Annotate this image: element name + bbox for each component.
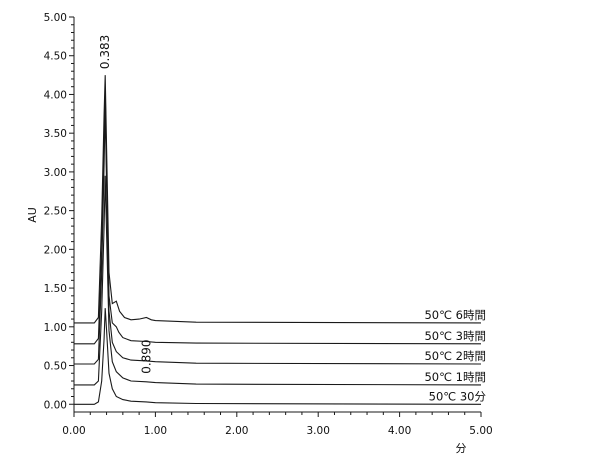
y-tick-label: 3.50 (44, 128, 67, 140)
axis-ticks: 0.00 0.50 1.00 1.50 2.00 2.50 3.00 3.50 4.00 4.50… (44, 12, 493, 437)
series-label: 50℃ 6時間 (424, 308, 486, 322)
series-trace (74, 175, 482, 386)
x-tick-label: 1.00 (144, 425, 167, 437)
x-axis-label: 分 (456, 442, 467, 455)
peak-annotation: 0.890 (139, 339, 153, 373)
y-axis-label: AU (26, 207, 39, 223)
y-tick-label: 1.50 (44, 283, 67, 295)
x-tick-label: 5.00 (469, 425, 492, 437)
series-traces (74, 75, 482, 405)
y-tick-label: 2.00 (44, 244, 67, 256)
y-tick-label: 3.00 (44, 167, 67, 179)
series-label: 50℃ 30分 (429, 389, 487, 403)
x-tick-label: 0.00 (62, 425, 85, 437)
series-trace (74, 88, 482, 345)
x-tick-label: 2.00 (225, 425, 248, 437)
y-tick-label: 4.00 (44, 89, 67, 101)
y-tick-label: 5.00 (44, 12, 67, 24)
series-trace (74, 108, 482, 365)
series-label: 50℃ 3時間 (424, 329, 486, 343)
y-tick-label: 1.00 (44, 322, 67, 334)
peak-annotations: 0.383 0.890 (98, 35, 153, 374)
series-label: 50℃ 1時間 (424, 370, 486, 384)
y-tick-label: 4.50 (44, 51, 67, 63)
peak-annotation: 0.383 (98, 35, 112, 69)
y-tick-label: 0.00 (44, 399, 67, 411)
series-trace (74, 308, 482, 405)
y-tick-label: 2.50 (44, 206, 67, 218)
x-tick-label: 3.00 (307, 425, 330, 437)
series-labels: 50℃ 30分 50℃ 1時間 50℃ 2時間 50℃ 3時間 50℃ 6時間 (424, 308, 486, 403)
x-tick-label: 4.00 (388, 425, 411, 437)
series-label: 50℃ 2時間 (424, 349, 486, 363)
series-trace (74, 75, 482, 324)
axes (73, 17, 481, 413)
y-tick-label: 0.50 (44, 361, 67, 373)
